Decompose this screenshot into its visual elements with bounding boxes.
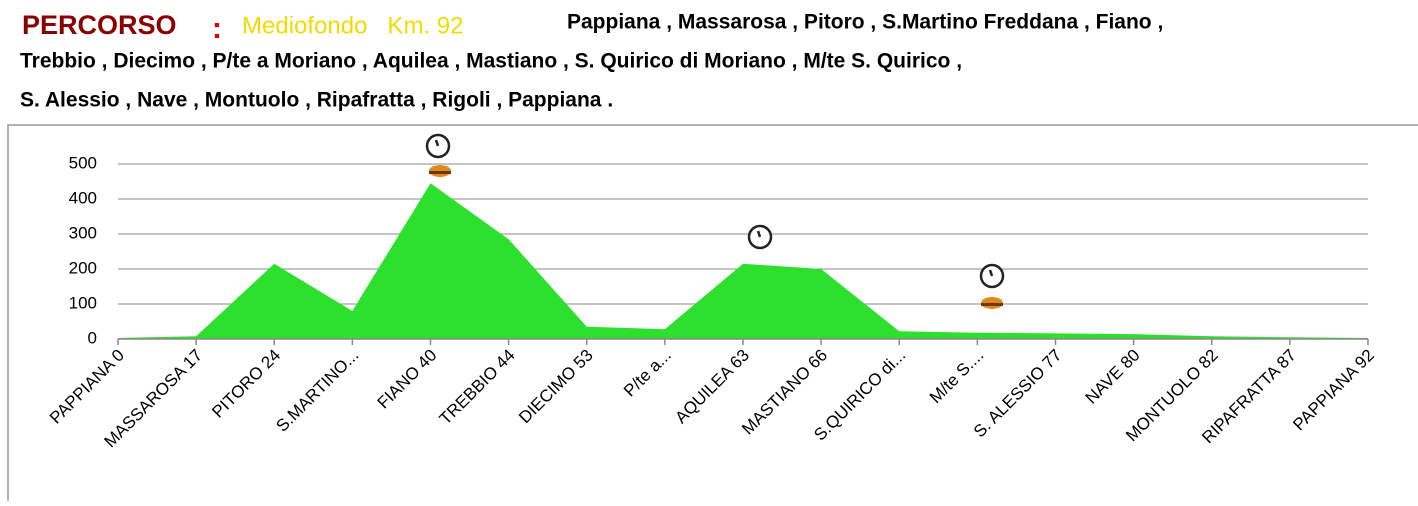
y-tick-label: 500: [69, 153, 97, 172]
x-tick-label: S.MARTINO...: [272, 346, 362, 436]
y-tick-label: 300: [69, 223, 97, 242]
x-tick-label: PITORO 24: [208, 346, 284, 422]
title: PERCORSO: [22, 10, 177, 40]
x-tick-label: FIANO 40: [374, 346, 441, 413]
y-tick-label: 400: [69, 188, 97, 207]
separator: :: [212, 12, 222, 45]
y-tick-label: 0: [88, 328, 97, 347]
x-tick-label: M/te S....: [926, 346, 988, 408]
route-line: Trebbio , Diecimo , P/te a Moriano , Aqu…: [20, 50, 962, 73]
stopwatch-icon: [425, 133, 1005, 289]
chart-frame: [7, 124, 1418, 501]
x-tick-label: PAPPIANA 0: [46, 346, 128, 428]
area: [118, 183, 1368, 339]
x-tick-label: TREBBIO 44: [436, 346, 519, 429]
x-tick-label: P/te a...: [620, 346, 675, 401]
x-tick-label: DIECIMO 53: [515, 346, 597, 428]
y-tick-label: 100: [69, 293, 97, 312]
route-line: Pappiana , Massarosa , Pitoro , S.Martin…: [567, 11, 1163, 34]
burger-icon: [429, 165, 1003, 309]
route-line: S. Alessio , Nave , Montuolo , Ripafratt…: [20, 89, 613, 112]
y-tick-label: 200: [69, 258, 97, 277]
x-tick-label: PAPPIANA 92: [1289, 346, 1378, 435]
x-tick-label: NAVE 80: [1082, 346, 1144, 408]
subtitle: Mediofondo Km. 92: [242, 12, 463, 39]
x-tick-label: AQUILEA 63: [671, 346, 753, 428]
